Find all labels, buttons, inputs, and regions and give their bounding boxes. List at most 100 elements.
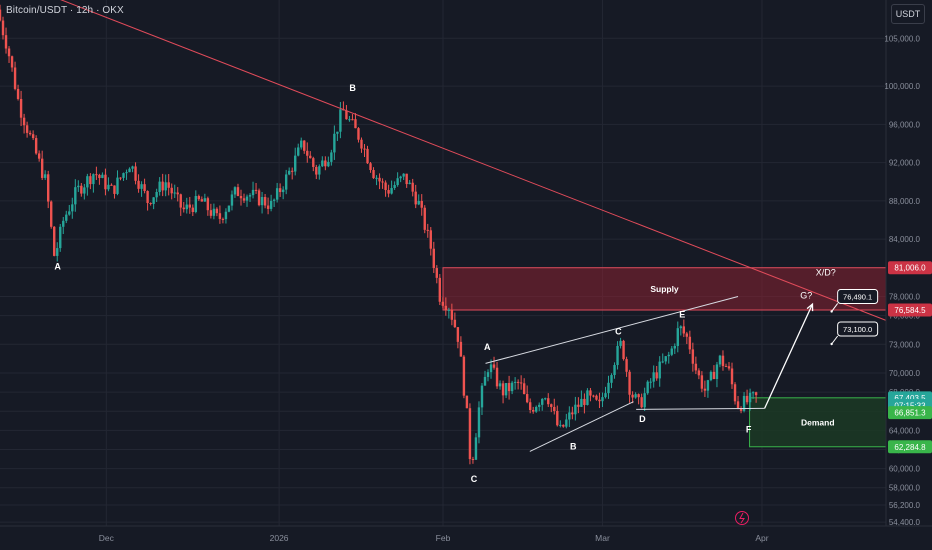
candle-body	[547, 398, 550, 405]
candle-body	[538, 404, 541, 407]
candle-body	[625, 359, 628, 372]
candle-body	[143, 184, 146, 192]
candle-body	[13, 67, 17, 89]
candle-body	[691, 349, 695, 364]
candle-body	[50, 201, 53, 227]
candle-body	[155, 192, 158, 198]
candle-body	[348, 119, 351, 121]
candle-body	[125, 172, 128, 174]
candle-body	[646, 381, 649, 394]
candle-body	[556, 411, 559, 426]
candle-body	[607, 382, 610, 394]
callout-pointer	[831, 335, 839, 345]
candle-body	[595, 395, 598, 400]
candle-body	[339, 109, 342, 132]
price-tag-label: 67,403.5	[894, 394, 926, 403]
y-tick-label: 92,000.0	[889, 159, 921, 168]
candle-body	[80, 185, 83, 194]
y-tick-label: 105,000.0	[884, 34, 920, 43]
candle-body	[751, 392, 755, 394]
candle-body	[733, 384, 737, 402]
candle-body	[688, 336, 692, 350]
candle-body	[604, 393, 607, 398]
candle-body	[453, 319, 457, 328]
candle-body	[194, 196, 198, 212]
candle-body	[495, 367, 499, 387]
candle-body	[405, 173, 408, 185]
candle-body	[7, 48, 11, 57]
candle-body	[257, 190, 261, 206]
price-axis-bg	[886, 0, 932, 550]
candle-body	[263, 197, 267, 206]
candle-body	[703, 388, 707, 391]
candle-body	[242, 198, 246, 201]
candle-body	[269, 200, 273, 209]
candle-body	[616, 345, 619, 366]
candle-body	[119, 177, 122, 179]
candle-body	[414, 191, 417, 205]
wedge-line	[529, 401, 634, 452]
demand-label: Demand	[801, 417, 835, 427]
candle-body	[170, 187, 173, 194]
candle-body	[197, 196, 201, 200]
candle-body	[384, 182, 387, 191]
candle-body	[519, 382, 523, 384]
candle-body	[447, 309, 451, 311]
y-tick-label: 84,000.0	[889, 235, 921, 244]
price-tag-bg	[888, 440, 932, 454]
candle-body	[486, 372, 490, 377]
lightning-icon	[735, 511, 749, 525]
y-tick-label: 56,200.0	[889, 501, 921, 510]
candle-body	[357, 128, 360, 140]
candle-body	[685, 333, 689, 337]
candle-body	[122, 173, 125, 178]
candle-body	[396, 178, 399, 186]
candle-body	[53, 226, 56, 256]
candle-body	[592, 395, 595, 397]
drawings-layer	[60, 0, 887, 452]
candle-body	[98, 174, 101, 178]
candle-body	[739, 407, 743, 411]
callout-pointer	[831, 303, 839, 312]
candle-body	[363, 148, 366, 150]
candles-layer	[0, 4, 758, 465]
candle-body	[441, 301, 445, 306]
candle-body	[583, 398, 586, 405]
candle-body	[655, 372, 658, 379]
currency-button[interactable]: USDT	[891, 4, 925, 24]
supply-label: Supply	[650, 284, 679, 294]
candle-body	[224, 211, 228, 220]
candle-body	[315, 166, 318, 175]
candle-body	[185, 204, 188, 210]
candle-body	[423, 207, 426, 230]
candle-body	[550, 404, 553, 407]
candle-body	[137, 180, 140, 189]
candle-body	[303, 140, 306, 151]
candle-body	[31, 134, 35, 139]
wave-label-b: B	[349, 83, 356, 93]
candle-body	[673, 345, 676, 349]
candle-body	[643, 393, 646, 408]
candle-body	[682, 326, 686, 334]
wave-label-xd: X/D?	[816, 267, 836, 277]
candle-body	[667, 354, 670, 357]
candle-body	[736, 401, 740, 408]
candle-body	[324, 160, 327, 167]
candle-body	[149, 202, 152, 204]
candle-body	[266, 205, 270, 209]
candle-body	[525, 394, 529, 403]
candle-body	[188, 204, 191, 208]
candle-body	[134, 166, 137, 181]
candle-body	[381, 181, 384, 183]
candle-body	[468, 408, 472, 460]
candle-body	[679, 326, 683, 329]
candle-body	[336, 131, 339, 134]
wave-label-f: F	[746, 424, 752, 434]
candle-body	[664, 356, 667, 362]
candle-body	[71, 204, 74, 212]
descending-trendline	[60, 0, 887, 321]
candle-body	[34, 138, 38, 154]
demand-zone	[749, 397, 887, 448]
